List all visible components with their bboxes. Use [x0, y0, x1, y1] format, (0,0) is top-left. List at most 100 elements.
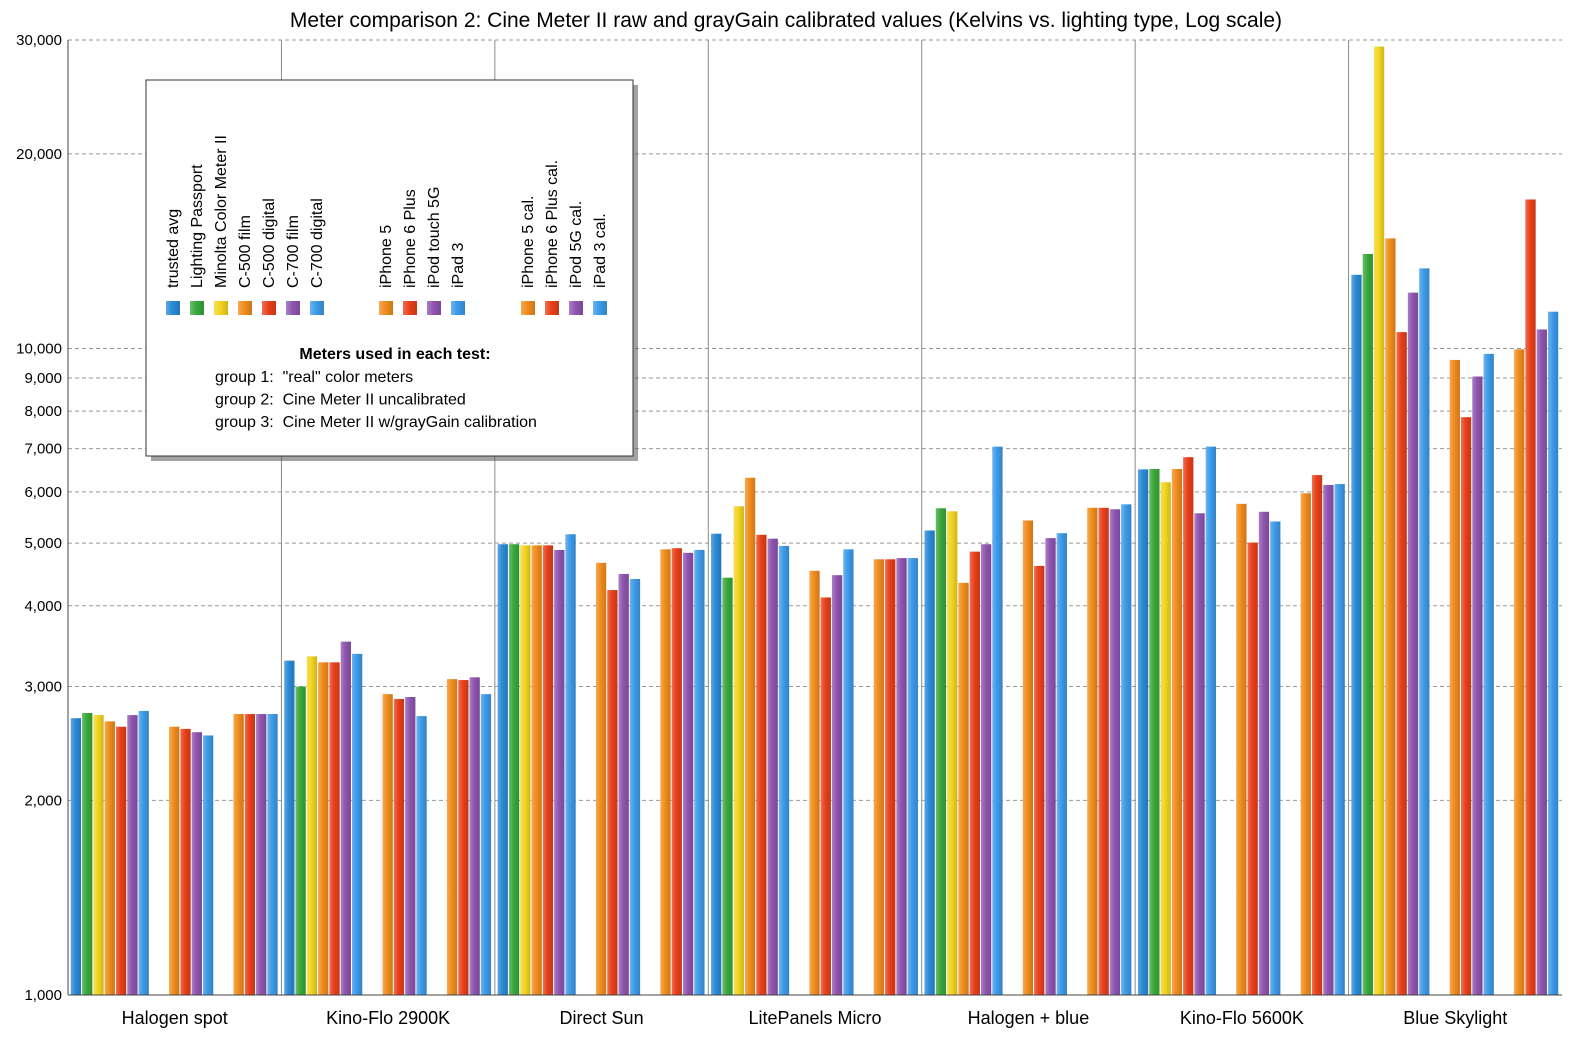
bar-2-14: [694, 549, 705, 995]
bar-4-12: [1098, 507, 1109, 995]
legend-note-heading: Meters used in each test:: [299, 346, 490, 363]
legend-swatch: [379, 301, 393, 315]
bars: [70, 46, 1559, 996]
bar-3-12: [885, 559, 896, 995]
bar-4-7: [1022, 520, 1034, 995]
legend-label: C-700 film: [285, 215, 302, 288]
bar-6-6: [1419, 268, 1430, 995]
bar-2-10: [629, 578, 641, 995]
bar-1-1: [295, 686, 306, 995]
bar-3-5: [767, 538, 778, 995]
bar-1-2: [306, 656, 318, 995]
bar-4-10: [1056, 533, 1067, 995]
bar-6-7: [1449, 359, 1460, 995]
bar-6-4: [1396, 332, 1407, 995]
y-tick-label: 10,000: [16, 340, 62, 357]
chart-title: Meter comparison 2: Cine Meter II raw an…: [290, 9, 1282, 32]
legend-note-line: group 2: Cine Meter II uncalibrated: [215, 392, 466, 409]
bar-5-4: [1183, 457, 1194, 995]
bar-6-10: [1483, 353, 1494, 995]
bar-6-8: [1460, 417, 1472, 995]
bar-5-13: [1323, 484, 1334, 995]
bar-0-1: [82, 713, 93, 995]
legend-swatch: [403, 301, 417, 315]
bar-1-12: [458, 680, 469, 995]
bar-3-1: [722, 577, 733, 995]
bar-4-0: [924, 530, 935, 995]
legend-swatch: [521, 301, 535, 315]
bar-3-2: [733, 506, 744, 995]
bar-2-12: [671, 548, 682, 995]
bar-3-8: [820, 597, 831, 995]
bar-0-6: [138, 710, 149, 995]
y-tick-label: 6,000: [24, 484, 62, 501]
bar-4-9: [1045, 538, 1056, 995]
bar-3-10: [843, 549, 854, 995]
bar-5-7: [1236, 503, 1247, 995]
bar-0-7: [169, 726, 180, 995]
y-tick-label: 7,000: [24, 441, 62, 458]
bar-6-5: [1407, 292, 1419, 995]
bar-5-10: [1270, 521, 1281, 995]
bar-2-5: [554, 549, 565, 995]
legend-label: Lighting Passport: [189, 164, 206, 288]
bar-2-7: [595, 562, 607, 995]
bar-3-6: [778, 545, 790, 995]
bar-2-9: [618, 573, 629, 995]
bar-1-0: [284, 660, 295, 995]
legend-label: iPhone 5: [378, 225, 395, 288]
x-category-label: Kino-Flo 2900K: [326, 1008, 450, 1028]
bar-3-11: [873, 559, 885, 995]
bar-3-13: [896, 558, 907, 995]
legend-label: iPad 3 cal.: [592, 213, 609, 288]
bar-1-3: [318, 662, 329, 995]
legend-label: C-500 film: [237, 215, 254, 288]
y-tick-label: 20,000: [16, 146, 62, 163]
y-tick-label: 5,000: [24, 535, 62, 552]
bar-0-14: [267, 714, 278, 995]
bar-2-2: [520, 545, 531, 995]
legend-swatch: [451, 301, 465, 315]
y-tick-label: 8,000: [24, 403, 62, 420]
legend-swatch: [310, 301, 324, 315]
bar-3-3: [744, 477, 756, 995]
x-category-label: Blue Skylight: [1403, 1008, 1507, 1028]
bar-3-9: [831, 575, 843, 995]
legend-swatch: [286, 301, 300, 315]
legend-label: iPhone 5 cal.: [520, 195, 537, 288]
bar-6-0: [1351, 274, 1362, 995]
bar-6-9: [1472, 376, 1483, 995]
bar-2-13: [682, 552, 694, 995]
y-tick-label: 2,000: [24, 792, 62, 809]
bar-5-8: [1247, 542, 1258, 995]
legend-swatch: [166, 301, 180, 315]
bar-0-12: [244, 714, 256, 995]
bar-0-4: [115, 726, 127, 995]
bar-4-3: [958, 582, 969, 995]
bar-1-4: [329, 662, 340, 995]
bar-3-4: [756, 534, 767, 995]
x-category-label: Halogen spot: [122, 1008, 228, 1028]
legend-swatch: [427, 301, 441, 315]
bar-6-12: [1525, 199, 1536, 996]
bar-1-13: [469, 677, 480, 995]
bar-1-11: [446, 679, 458, 995]
bar-6-11: [1514, 349, 1525, 995]
legend-label: trusted avg: [165, 209, 182, 288]
bar-5-0: [1137, 469, 1149, 995]
bar-0-9: [191, 732, 202, 995]
bar-2-11: [660, 549, 671, 995]
bar-4-6: [992, 446, 1003, 995]
bar-0-11: [233, 714, 244, 995]
bar-3-0: [711, 533, 722, 995]
x-category-label: Kino-Flo 5600K: [1180, 1008, 1304, 1028]
legend-swatch: [190, 301, 204, 315]
bar-0-5: [127, 715, 138, 995]
bar-0-2: [93, 715, 104, 995]
axes: 1,000 2,000 3,000 4,000 5,000 6,000 7,000 8,000…: [16, 32, 1562, 1028]
bar-1-5: [340, 641, 351, 995]
bar-5-1: [1149, 469, 1160, 995]
bar-6-3: [1385, 238, 1396, 995]
bar-2-1: [508, 544, 520, 995]
